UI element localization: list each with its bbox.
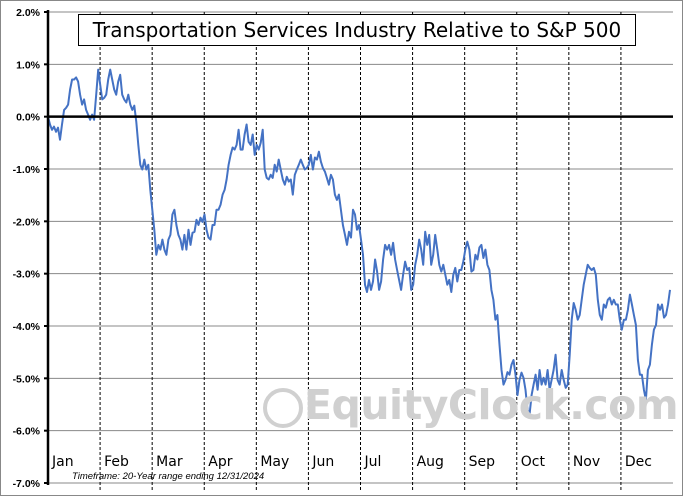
y-tick-label: -6.0% <box>13 426 41 438</box>
x-tick-label: Apr <box>208 454 232 470</box>
y-tick-label: -4.0% <box>13 321 41 333</box>
y-tick-label: 1.0% <box>16 59 41 71</box>
x-tick-label: Nov <box>573 454 600 470</box>
y-tick-label: -7.0% <box>13 478 41 490</box>
x-tick-label: Aug <box>417 454 444 470</box>
y-tick-label: -3.0% <box>13 269 41 281</box>
watermark: EquityClock.com <box>304 381 679 429</box>
x-tick-label: Mar <box>156 454 183 470</box>
chart-title: Transportation Services Industry Relativ… <box>78 14 636 46</box>
timeframe-note: Timeframe: 20-Year range ending 12/31/20… <box>72 471 265 482</box>
x-tick-label: Jan <box>51 454 74 470</box>
x-tick-label: May <box>260 454 289 470</box>
y-tick-label: -1.0% <box>13 164 41 176</box>
y-tick-label: 0.0% <box>16 112 41 124</box>
x-tick-label: Jun <box>311 454 334 470</box>
y-tick-label: -2.0% <box>13 216 41 228</box>
series-line <box>47 68 671 416</box>
x-tick-label: Oct <box>521 454 546 470</box>
x-tick-label: Sep <box>469 454 496 470</box>
y-tick-label: 2.0% <box>16 7 41 19</box>
watermark-logo-icon <box>263 388 303 428</box>
x-tick-label: Dec <box>625 454 652 470</box>
x-tick-label: Jul <box>364 454 382 470</box>
y-tick-label: -5.0% <box>13 373 41 385</box>
x-tick-label: Feb <box>104 454 129 470</box>
